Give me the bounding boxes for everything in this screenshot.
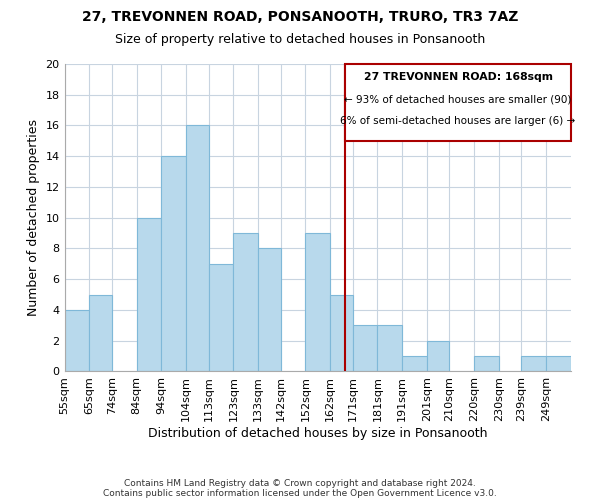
Bar: [521, 356, 546, 372]
Y-axis label: Number of detached properties: Number of detached properties: [27, 119, 40, 316]
Bar: [137, 218, 161, 372]
Text: 27, TREVONNEN ROAD, PONSANOOTH, TRURO, TR3 7AZ: 27, TREVONNEN ROAD, PONSANOOTH, TRURO, T…: [82, 10, 518, 24]
Bar: [377, 326, 402, 372]
FancyBboxPatch shape: [345, 64, 571, 141]
Bar: [186, 126, 209, 372]
Bar: [353, 326, 377, 372]
Bar: [546, 356, 571, 372]
Bar: [209, 264, 233, 372]
Bar: [330, 294, 353, 372]
Bar: [258, 248, 281, 372]
Bar: [161, 156, 186, 372]
Text: 6% of semi-detached houses are larger (6) →: 6% of semi-detached houses are larger (6…: [340, 116, 576, 126]
Bar: [427, 340, 449, 372]
Bar: [474, 356, 499, 372]
Bar: [305, 233, 330, 372]
Bar: [402, 356, 427, 372]
Text: Size of property relative to detached houses in Ponsanooth: Size of property relative to detached ho…: [115, 32, 485, 46]
Bar: [65, 310, 89, 372]
Text: 27 TREVONNEN ROAD: 168sqm: 27 TREVONNEN ROAD: 168sqm: [364, 72, 553, 82]
Text: ← 93% of detached houses are smaller (90): ← 93% of detached houses are smaller (90…: [344, 94, 572, 104]
X-axis label: Distribution of detached houses by size in Ponsanooth: Distribution of detached houses by size …: [148, 427, 488, 440]
Bar: [233, 233, 258, 372]
Text: Contains public sector information licensed under the Open Government Licence v3: Contains public sector information licen…: [103, 488, 497, 498]
Bar: [89, 294, 112, 372]
Text: Contains HM Land Registry data © Crown copyright and database right 2024.: Contains HM Land Registry data © Crown c…: [124, 478, 476, 488]
